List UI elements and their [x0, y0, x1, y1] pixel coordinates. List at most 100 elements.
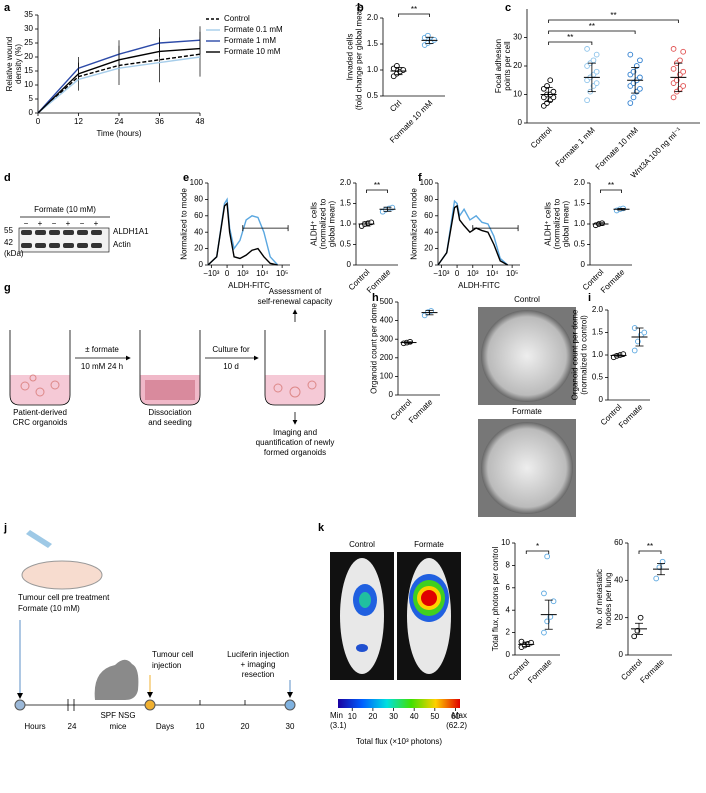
y-tick-label: 2.0 [592, 305, 604, 314]
significance-bracket [548, 19, 679, 23]
data-point [670, 94, 677, 101]
y-tick-label: 2.0 [574, 178, 586, 187]
y-axis-label: Normalized to mode [410, 188, 419, 260]
x-tick-label: Formate 1 mM [554, 125, 597, 168]
panel-h-images: Control Formate [478, 295, 576, 517]
series-line [437, 204, 509, 266]
legend-label: Control [224, 14, 250, 23]
y-axis-label: Organoid count per dome [571, 309, 580, 400]
y-tick-label: 0 [599, 395, 604, 404]
panel-d: d Formate (10 mM) − + − + − + 55 42 (kDa… [4, 172, 149, 258]
sign: + [38, 219, 43, 228]
y-tick-label: 0.5 [340, 240, 352, 249]
x-tick-label: 10³ [467, 269, 479, 278]
y-axis-label: (normalized to [553, 198, 562, 249]
y-tick-label: 1.0 [592, 350, 604, 359]
y-tick-label: 0.5 [592, 373, 604, 382]
well [139, 330, 201, 406]
x-tick-label: Control [529, 125, 554, 150]
data-point [653, 575, 660, 582]
marker: 42 [4, 238, 13, 247]
sign: − [24, 219, 29, 228]
label: Tumour cell [152, 650, 194, 659]
colorbar [338, 699, 460, 708]
y-axis-label: ALDH⁺ cells [310, 202, 319, 246]
panel-k-images: k Control Formate Min (3.1) Max (62.2) T… [318, 522, 467, 746]
timepoint [14, 699, 26, 711]
y-axis-label: Total flux, photons per control [491, 547, 500, 652]
gate [472, 225, 519, 232]
y-tick-label: 0 [29, 108, 34, 117]
x-axis-label: ALDH-FITC [458, 281, 500, 290]
label: Assessment of [269, 287, 322, 296]
sign: − [52, 219, 57, 228]
protein: Actin [113, 240, 131, 249]
y-tick-label: 40 [194, 227, 203, 236]
sign: + [66, 219, 71, 228]
label: Luciferin injection [227, 650, 289, 659]
panel-label: g [4, 282, 11, 294]
panel-label: c [505, 2, 511, 14]
panel-label: j [3, 522, 7, 534]
significance-label: ** [610, 11, 616, 20]
significance-bracket [525, 550, 550, 554]
y-tick-label: 1.5 [367, 39, 379, 48]
data-point [541, 629, 547, 636]
image-label: Formate [414, 540, 444, 549]
y-tick-label: 35 [24, 10, 33, 19]
data-point [550, 598, 557, 605]
y-tick-label: 10 [513, 90, 522, 99]
colorbar-label: (62.2) [446, 721, 467, 730]
x-tick-label: Formate [617, 402, 645, 430]
panel-label: h [372, 292, 379, 304]
x-tick-label: 10⁴ [256, 269, 269, 278]
panel-label: e [183, 172, 189, 184]
label: mice [110, 722, 127, 731]
data-point [637, 614, 644, 621]
label: resection [242, 670, 274, 679]
y-tick-label: 1.5 [574, 199, 586, 208]
significance-label: ** [608, 181, 614, 190]
y-tick-label: 40 [424, 227, 433, 236]
y-tick-label: 0.5 [574, 240, 586, 249]
x-tick-label: 36 [155, 117, 164, 126]
y-axis-label: Normalized to mode [180, 188, 189, 260]
y-axis-label: points per cell [503, 41, 512, 91]
y-axis-label: Relative wound [5, 37, 14, 92]
y-tick-label: 60 [424, 211, 433, 220]
y-tick-label: 20 [194, 244, 203, 253]
x-tick-label: 10⁵ [506, 269, 518, 278]
x-tick-label: 10⁵ [276, 269, 288, 278]
panel-label: a [4, 2, 11, 14]
y-axis-label: (normalized to [319, 198, 328, 249]
x-tick-label: 24 [115, 117, 124, 126]
significance-bracket [548, 30, 636, 34]
x-tick-label: −10³ [433, 269, 450, 278]
label: quantification of newly [256, 438, 335, 447]
y-tick-label: 20 [24, 52, 33, 61]
label: 30 [286, 722, 295, 731]
x-tick-label: 0 [225, 269, 230, 278]
label: CRC organoids [13, 418, 68, 427]
timepoint [284, 699, 296, 711]
colorbar-tick-label: 50 [430, 712, 439, 721]
data-point [637, 85, 643, 92]
y-tick-label: 0 [347, 260, 352, 269]
x-tick-label: Ctrl [388, 98, 403, 113]
dish [21, 560, 103, 590]
panel-label: i [588, 292, 591, 304]
data-point [584, 46, 590, 52]
significance-label: ** [589, 22, 595, 31]
marker: 55 [4, 226, 13, 235]
bands [21, 230, 102, 248]
x-tick-label: Formate 10 mM [594, 125, 641, 172]
y-tick-label: 6 [506, 583, 511, 592]
y-tick-label: 80 [424, 195, 433, 204]
y-tick-label: 40 [614, 575, 623, 584]
data-point [547, 77, 554, 84]
legend-label: Formate 0.1 mM [224, 25, 283, 34]
panel-label: b [357, 2, 364, 14]
data-point [677, 57, 683, 64]
x-axis-label: Time (hours) [96, 129, 141, 138]
